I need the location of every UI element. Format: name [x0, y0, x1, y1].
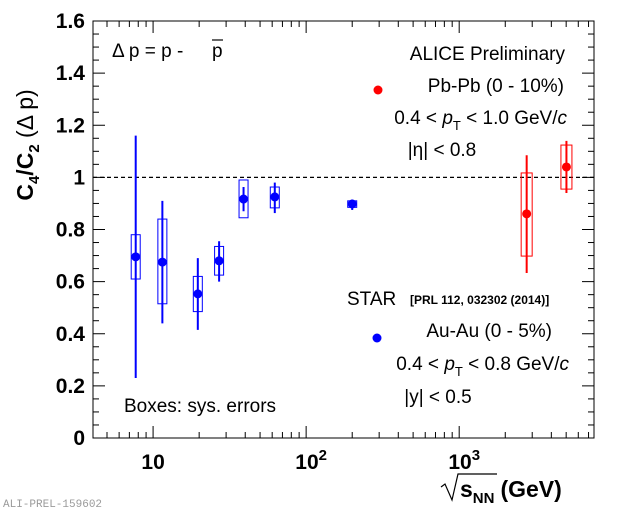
data-point — [269, 182, 280, 214]
data-point — [130, 135, 141, 379]
alice-legend: ALICE Preliminary Pb-Pb (0 - 10%) 0.4 < … — [373, 44, 568, 161]
y-tick-label: 0.6 — [56, 271, 85, 294]
data-point — [347, 199, 358, 210]
data-point — [157, 200, 168, 324]
y-tick-label: 1.4 — [56, 62, 86, 85]
alice-title: ALICE Preliminary — [410, 44, 566, 65]
y-tick-label: 1.6 — [56, 10, 85, 33]
data-point — [520, 155, 533, 274]
marker — [131, 252, 141, 262]
alice-eta-cut: |η| < 0.8 — [408, 140, 477, 161]
series-star — [130, 135, 358, 379]
alice-system: Pb-Pb (0 - 10%) — [428, 76, 564, 97]
star-legend: STAR [PRL 112, 032302 (2014)] Au-Au (0 -… — [347, 289, 570, 408]
alice-pt-range: 0.4 < pT < 1.0 GeV/c — [394, 108, 567, 133]
sqrt-sign-icon — [440, 473, 497, 502]
sys-error-box — [238, 179, 249, 219]
svg-text:Δ p = p -: Δ p = p - — [112, 41, 183, 62]
marker — [193, 289, 203, 299]
star-marker-icon — [372, 333, 382, 343]
y-tick-label: 0.2 — [56, 375, 85, 398]
watermark: ALI-PREL-159602 — [3, 499, 103, 511]
marker — [561, 162, 571, 172]
x-tick-label: 103 — [448, 447, 480, 474]
y-tick-label: 1 — [73, 166, 85, 189]
series-alice — [520, 140, 573, 274]
x-tick-label: 10 — [141, 451, 164, 474]
alice-marker-icon — [373, 85, 383, 95]
y-tick-label: 0 — [73, 427, 85, 450]
star-system: Au-Au (0 - 5%) — [426, 321, 552, 342]
star-pt-range: 0.4 < pT < 0.8 GeV/c — [396, 354, 569, 379]
data-point — [192, 258, 203, 330]
y-tick-label: 0.4 — [56, 323, 86, 346]
y-tick-label: 0.8 — [56, 219, 86, 242]
marker — [347, 199, 357, 209]
marker — [270, 192, 280, 202]
x-axis-title: sNN (GeV) — [440, 473, 562, 507]
boxes-note: Boxes: sys. errors — [124, 396, 276, 417]
data-point — [560, 140, 573, 194]
y-axis-title: C4/C2 (Δ p) — [12, 89, 43, 200]
marker — [522, 209, 532, 219]
svg-text:sNN(GeV): sNN (GeV) — [460, 476, 562, 507]
x-tick-label: 102 — [295, 447, 327, 474]
star-rapidity-cut: |y| < 0.5 — [404, 387, 471, 408]
data-point — [214, 241, 225, 282]
marker — [157, 257, 167, 267]
marker — [239, 194, 249, 204]
star-reference: [PRL 112, 032302 (2014)] — [410, 293, 549, 307]
pbar: p — [212, 41, 223, 62]
marker — [214, 256, 224, 266]
y-tick-label: 1.2 — [56, 114, 85, 137]
delta-p-definition: Δ p = p - p — [112, 39, 223, 62]
star-title: STAR — [347, 289, 396, 310]
data-point — [238, 179, 249, 219]
